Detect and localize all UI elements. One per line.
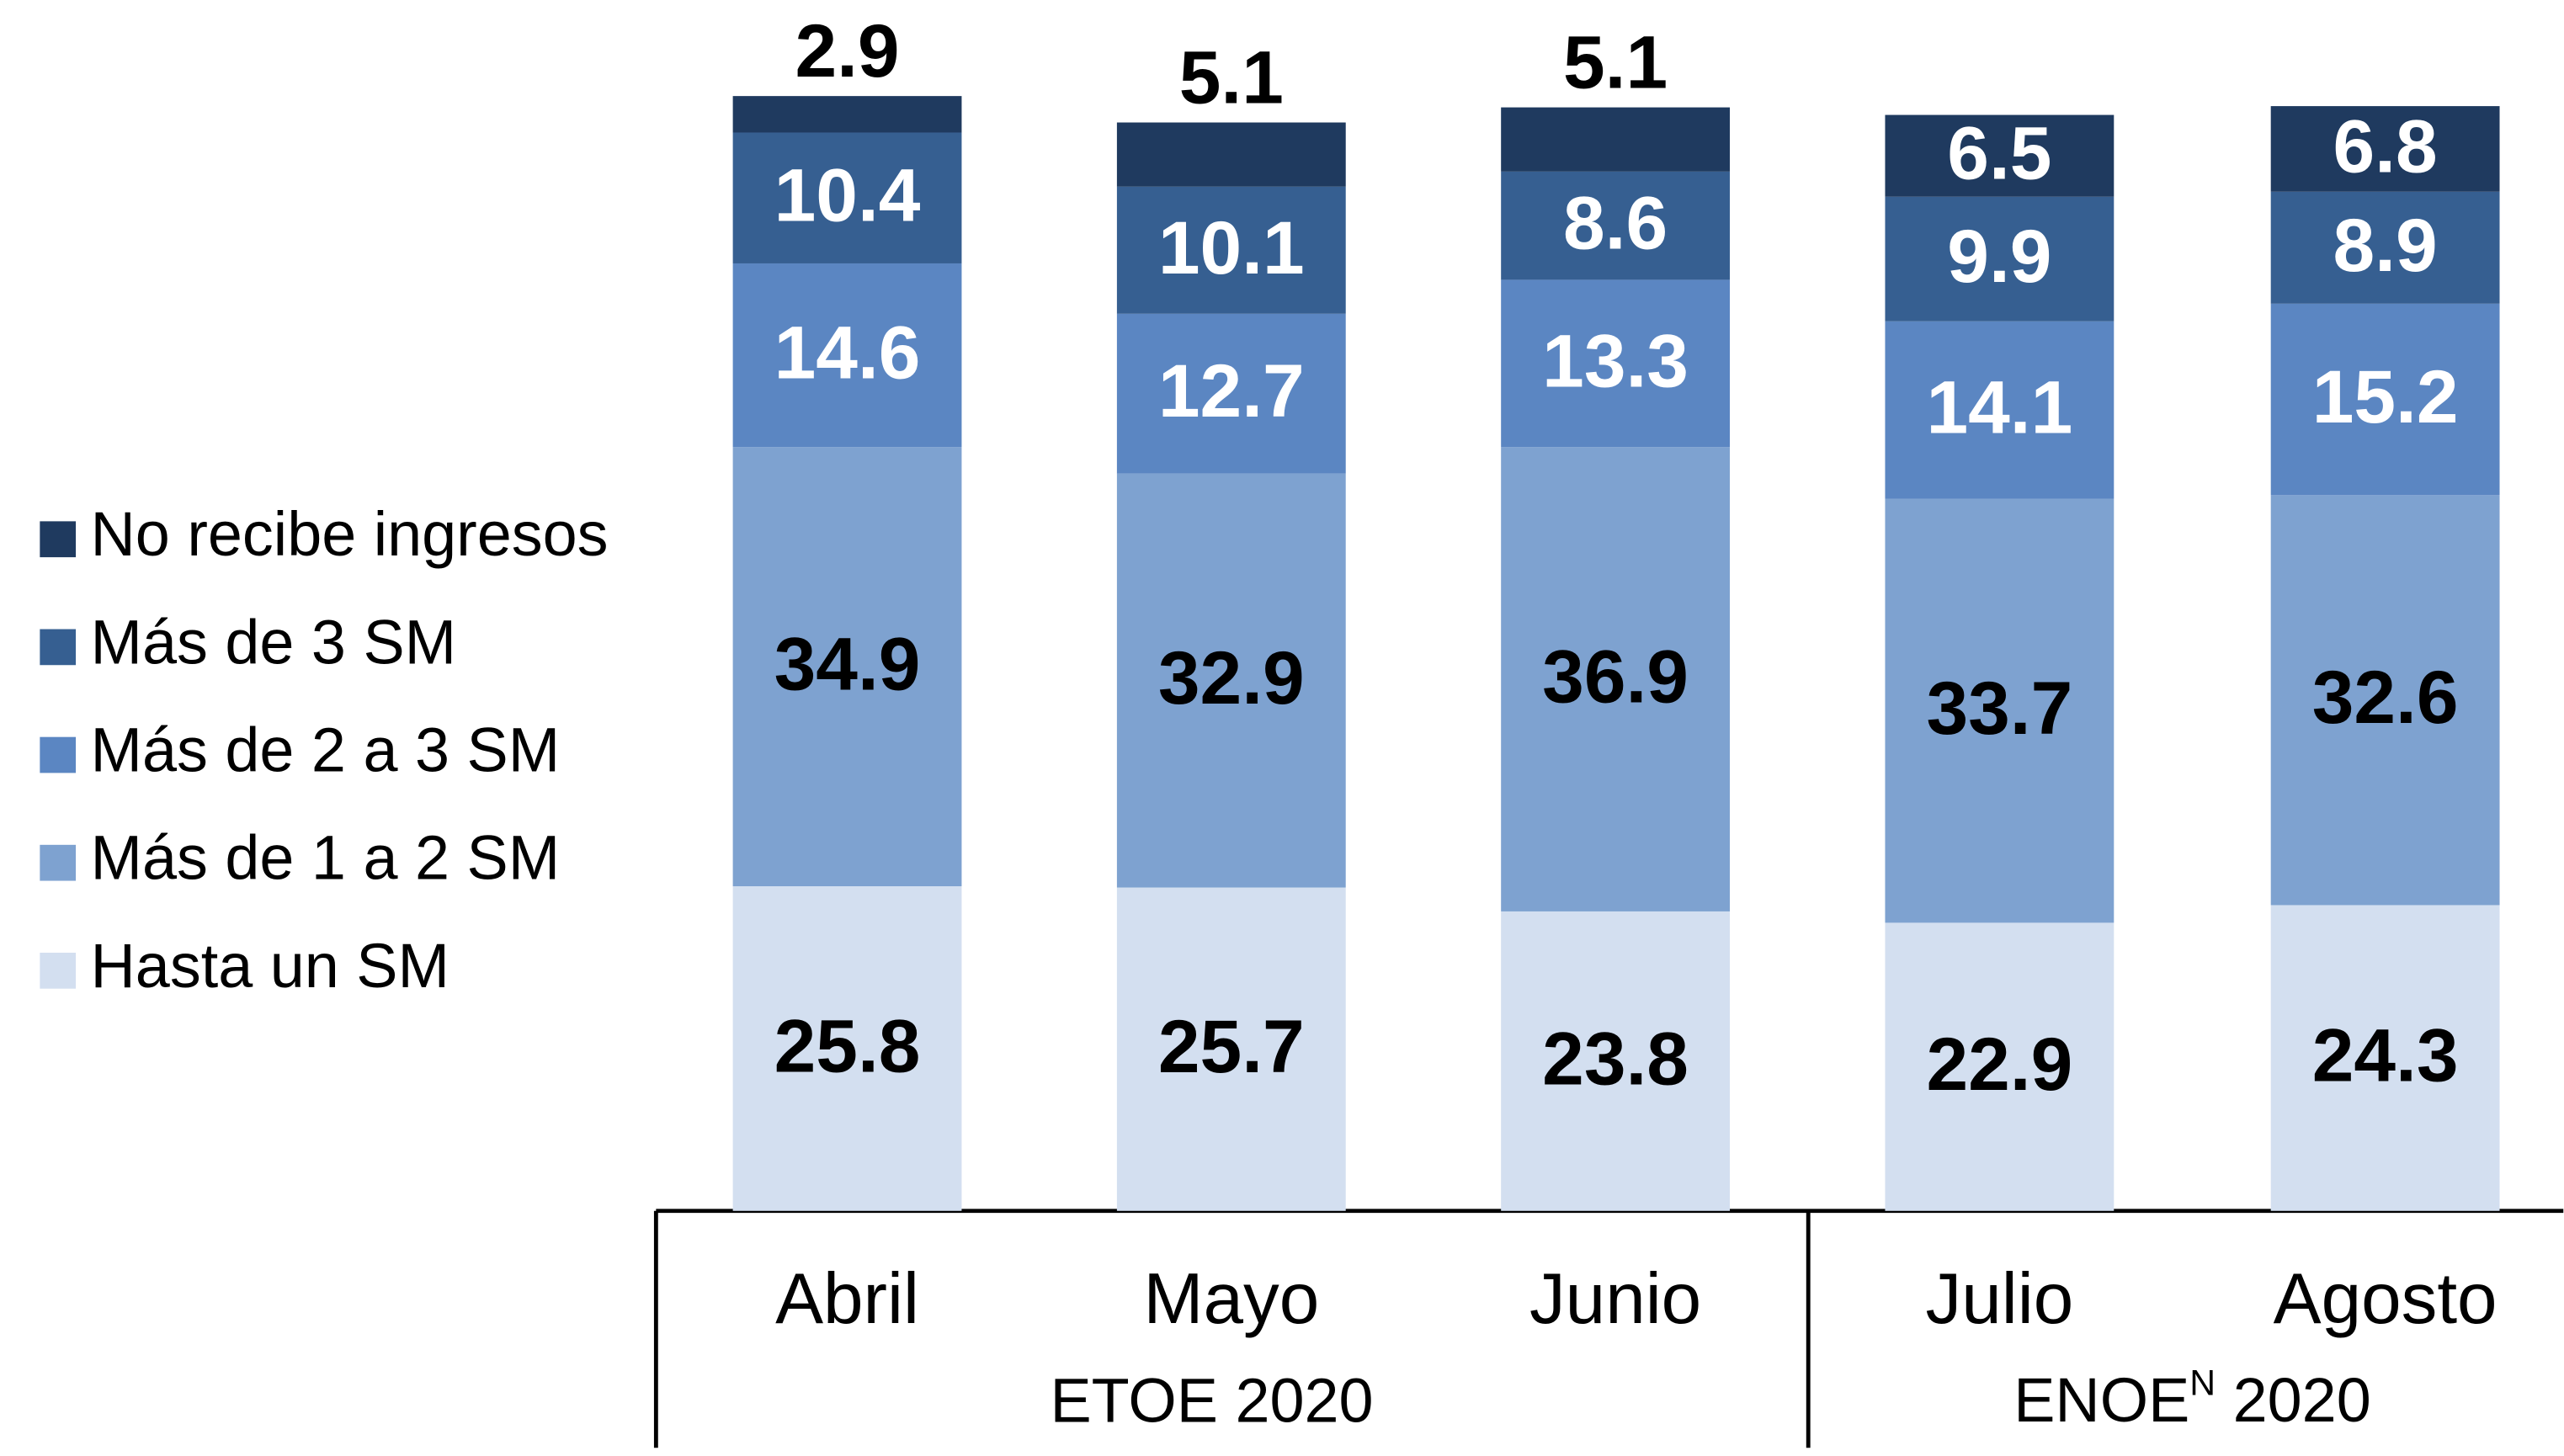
bar-segment — [1885, 498, 2115, 923]
bar-segment — [1501, 447, 1731, 911]
bar-segment — [1885, 114, 2115, 197]
data-label: 14.1 — [1926, 365, 2072, 449]
data-label: 2.9 — [795, 8, 899, 93]
data-label: 8.9 — [2333, 203, 2438, 287]
x-tick-label: Agosto — [2274, 1259, 2498, 1339]
bar-segment — [1885, 321, 2115, 499]
bar-segment — [1116, 122, 1346, 187]
group-label: ETOE 2020 — [1050, 1365, 1373, 1435]
legend-label: Más de 2 a 3 SM — [91, 715, 561, 785]
data-label: 10.1 — [1158, 205, 1305, 290]
legend-label: Más de 1 a 2 SM — [91, 823, 561, 893]
bar-segment — [732, 447, 962, 887]
bar-segment — [732, 132, 962, 263]
data-label: 24.3 — [2312, 1013, 2459, 1097]
data-label: 6.5 — [1947, 111, 2051, 195]
bar-segment — [1885, 196, 2115, 321]
data-label: 32.9 — [1158, 635, 1305, 720]
data-label: 23.8 — [1542, 1016, 1689, 1100]
data-label: 5.1 — [1179, 35, 1284, 120]
bar-segment — [1116, 473, 1346, 888]
data-label: 36.9 — [1542, 635, 1689, 719]
group-label-part: 2020 — [2216, 1365, 2371, 1435]
bar-segment — [732, 886, 962, 1211]
bar-segment — [1116, 186, 1346, 314]
data-label: 9.9 — [1947, 214, 2051, 298]
data-label: 12.7 — [1158, 348, 1305, 433]
bar-segment — [2270, 106, 2500, 192]
data-label: 10.4 — [774, 153, 921, 237]
legend-swatch — [40, 844, 77, 881]
legend-label: Hasta un SM — [91, 931, 449, 1001]
data-label: 33.7 — [1926, 666, 2072, 750]
bar-segment — [732, 263, 962, 448]
data-label: 5.1 — [1563, 20, 1668, 104]
x-tick-label: Julio — [1926, 1259, 2074, 1339]
group-label-sup: N — [2189, 1363, 2216, 1404]
group-label-part: ENOE — [2013, 1365, 2189, 1435]
bar-segment — [1501, 279, 1731, 448]
bar-segment — [1116, 887, 1346, 1211]
data-label: 14.6 — [774, 311, 921, 395]
bar-segment — [1501, 171, 1731, 280]
legend-swatch — [40, 952, 77, 989]
legend-label: Más de 3 SM — [91, 607, 457, 677]
legend-swatch — [40, 629, 77, 666]
data-label: 25.8 — [774, 1003, 921, 1087]
x-tick-label: Abril — [775, 1259, 919, 1339]
bar-segment — [1501, 107, 1731, 172]
legend-label: No recibe ingresos — [91, 499, 609, 569]
group-label: ENOEN 2020 — [2013, 1363, 2371, 1436]
data-label: 8.6 — [1563, 181, 1668, 265]
bar-segment — [2270, 191, 2500, 304]
data-label: 15.2 — [2312, 354, 2459, 438]
data-label: 13.3 — [1542, 318, 1689, 402]
bar-segment — [1885, 922, 2115, 1211]
bar-segment — [2270, 303, 2500, 496]
data-label: 22.9 — [1926, 1022, 2072, 1106]
x-tick-label: Mayo — [1143, 1259, 1319, 1339]
data-label: 25.7 — [1158, 1004, 1305, 1088]
bar-segment — [732, 96, 962, 133]
x-tick-label: Junio — [1529, 1259, 1701, 1339]
legend-swatch — [40, 521, 77, 558]
bar-segment — [1116, 313, 1346, 474]
legend-swatch — [40, 736, 77, 773]
data-label: 6.8 — [2333, 104, 2438, 188]
data-label: 32.6 — [2312, 655, 2459, 739]
data-label: 34.9 — [774, 622, 921, 706]
bar-segment — [1501, 911, 1731, 1211]
bar-segment — [2270, 495, 2500, 906]
bar-segment — [2270, 905, 2500, 1211]
